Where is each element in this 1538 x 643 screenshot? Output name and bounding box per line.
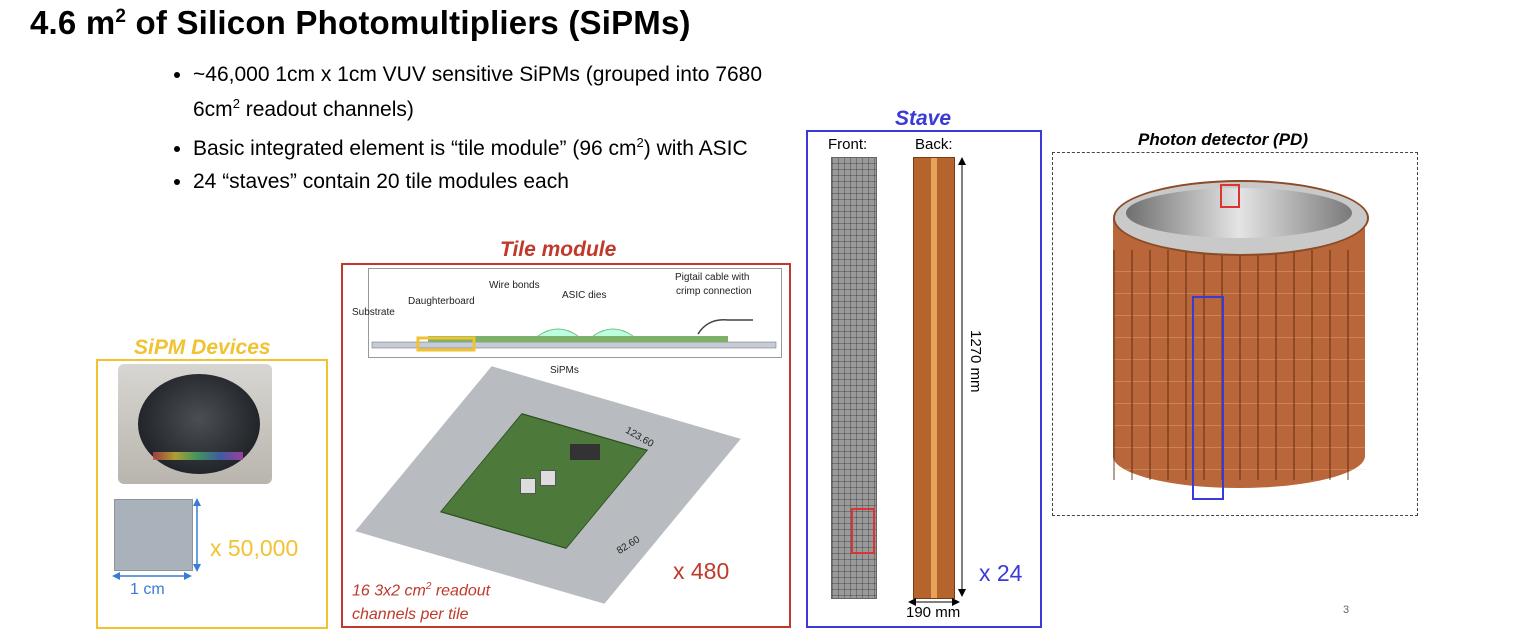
stave-back-label: Back: — [915, 136, 953, 153]
pd-panel — [1052, 152, 1418, 516]
stave-multiplier: x 24 — [979, 560, 1023, 586]
sipm-panel — [96, 359, 328, 629]
sipm-chip-image — [114, 499, 193, 571]
tile-readout-note: 16 3x2 cm2 readout channels per tile — [352, 581, 491, 624]
tile-panel-label: Tile module — [500, 238, 617, 261]
label-asic-dies: ASIC dies — [562, 290, 607, 301]
sipm-panel-label: SiPM Devices — [134, 336, 271, 359]
wafer-photo — [118, 364, 272, 484]
bullet-item: Basic integrated element is “tile module… — [193, 128, 768, 163]
stave-back-image — [913, 157, 955, 599]
stave-panel — [806, 130, 1042, 628]
stave-front-label: Front: — [828, 136, 868, 153]
bullet-item: ~46,000 1cm x 1cm VUV sensitive SiPMs (g… — [193, 60, 768, 124]
tile-multiplier: x 480 — [673, 558, 730, 584]
stave-width-label: 190 mm — [906, 604, 961, 621]
sipm-multiplier: x 50,000 — [210, 535, 299, 561]
pd-stave-highlight — [1192, 296, 1224, 500]
connector — [570, 444, 600, 460]
asic-chip — [520, 478, 536, 494]
stave-panel-label: Stave — [895, 107, 952, 130]
label-sipms: SiPMs — [550, 365, 579, 376]
pd-cylinder — [1113, 218, 1365, 488]
slide-title: 4.6 m2 of Silicon Photomultipliers (SiPM… — [30, 4, 691, 41]
asic-chip — [540, 470, 556, 486]
bullet-item: 24 “staves” contain 20 tile modules each — [193, 167, 768, 196]
stave-length-label: 1270 mm — [967, 330, 984, 393]
pd-tile-highlight — [1220, 184, 1240, 208]
label-pigtail: Pigtail cable with — [675, 272, 750, 283]
label-wire-bonds: Wire bonds — [489, 280, 540, 291]
cross-section-drawing — [371, 319, 777, 352]
label-daughterboard: Daughterboard — [408, 296, 475, 307]
chip-dimension-arrows — [112, 498, 201, 580]
page-number: 3 — [1343, 604, 1350, 616]
sipm-scale-label: 1 cm — [130, 581, 165, 598]
label-substrate: Substrate — [352, 307, 395, 318]
bullet-list: ~46,000 1cm x 1cm VUV sensitive SiPMs (g… — [168, 60, 768, 200]
stave-front-image — [831, 157, 877, 599]
stave-length-arrow — [958, 157, 966, 597]
pd-panel-label: Photon detector (PD) — [1138, 130, 1308, 149]
pd-cylinder-grid — [1113, 250, 1365, 480]
tile-panel — [341, 263, 791, 628]
label-crimp: crimp connection — [676, 286, 752, 297]
stave-width-arrow — [908, 598, 960, 606]
stave-tile-highlight — [851, 508, 875, 554]
